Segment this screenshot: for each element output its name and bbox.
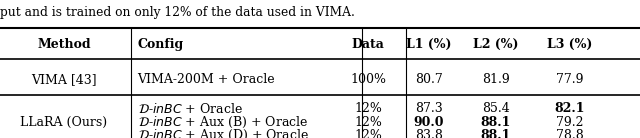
Text: LLaRA (Ours): LLaRA (Ours) — [20, 116, 108, 129]
Text: L2 (%): L2 (%) — [473, 38, 519, 51]
Text: 87.3: 87.3 — [415, 102, 443, 115]
Text: 100%: 100% — [350, 73, 386, 86]
Text: 79.2: 79.2 — [556, 116, 583, 129]
Text: VIMA [43]: VIMA [43] — [31, 73, 97, 86]
Text: 88.1: 88.1 — [481, 116, 511, 129]
Text: Config: Config — [138, 38, 184, 51]
Text: 12%: 12% — [354, 116, 382, 129]
Text: Data: Data — [351, 38, 385, 51]
Text: 90.0: 90.0 — [413, 116, 444, 129]
Text: 81.9: 81.9 — [482, 73, 510, 86]
Text: 83.8: 83.8 — [415, 129, 443, 138]
Text: 85.4: 85.4 — [482, 102, 510, 115]
Text: put and is trained on only 12% of the data used in VIMA.: put and is trained on only 12% of the da… — [0, 6, 355, 19]
Text: VIMA-200M + Oracle: VIMA-200M + Oracle — [138, 73, 275, 86]
Text: L3 (%): L3 (%) — [547, 38, 592, 51]
Text: 12%: 12% — [354, 129, 382, 138]
Text: L1 (%): L1 (%) — [406, 38, 452, 51]
Text: 78.8: 78.8 — [556, 129, 584, 138]
Text: 82.1: 82.1 — [554, 102, 585, 115]
Text: 88.1: 88.1 — [481, 129, 511, 138]
Text: $\mathcal{D}$-$\mathit{inBC}$ + Aux (D) + Oracle: $\mathcal{D}$-$\mathit{inBC}$ + Aux (D) … — [138, 128, 308, 138]
Text: $\mathcal{D}$-$\mathit{inBC}$ + Oracle: $\mathcal{D}$-$\mathit{inBC}$ + Oracle — [138, 102, 243, 116]
Text: 12%: 12% — [354, 102, 382, 115]
Text: Method: Method — [37, 38, 91, 51]
Text: 77.9: 77.9 — [556, 73, 583, 86]
Text: 80.7: 80.7 — [415, 73, 443, 86]
Text: $\mathcal{D}$-$\mathit{inBC}$ + Aux (B) + Oracle: $\mathcal{D}$-$\mathit{inBC}$ + Aux (B) … — [138, 115, 308, 130]
